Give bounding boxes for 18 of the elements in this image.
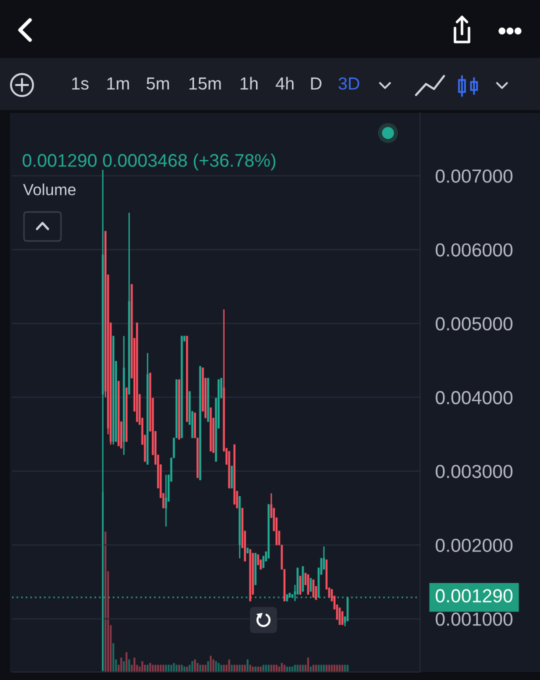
y-tick-label: 0.006000 — [436, 243, 512, 257]
y-tick-label: 0.007000 — [436, 169, 512, 183]
text: D — [311, 78, 322, 90]
text: 1h — [240, 76, 258, 90]
text: 4h — [276, 76, 294, 90]
text: 1s — [72, 78, 89, 90]
y-tick-label: 0.005000 — [436, 317, 512, 330]
y-tick-label: 0.003000 — [436, 464, 512, 478]
text: 5m — [146, 78, 169, 90]
text: 3D — [338, 77, 360, 90]
text: 15m — [189, 78, 221, 90]
y-tick-label: 0.001000 — [436, 612, 512, 626]
y-tick-label: 0.002000 — [436, 538, 512, 552]
ref-line-label: 0.001290 — [436, 589, 512, 602]
y-tick-label: 0.004000 — [436, 391, 512, 404]
chart-title: Volume — [23, 184, 76, 196]
text: 1m — [107, 78, 129, 90]
text: 0.001290 0.0003468 (+36.78%) — [22, 154, 276, 170]
